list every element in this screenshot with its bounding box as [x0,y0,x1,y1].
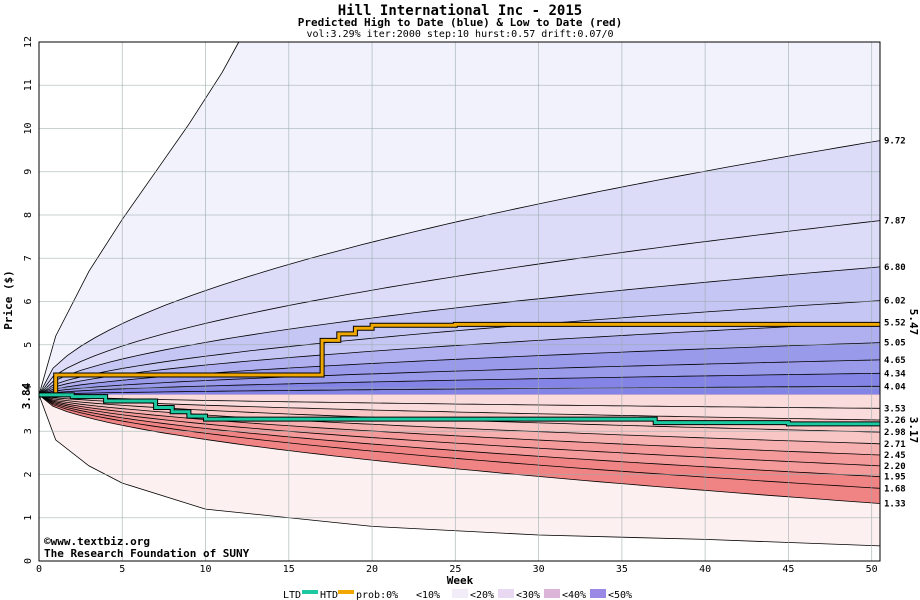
quantile-line-16 [38,394,881,489]
legend-bin-0-label: <10% [416,590,440,600]
y-tick-label: 5 [23,342,34,348]
start-price-label: 3.84 [20,382,33,409]
y-tick-label: 12 [23,36,34,48]
outer-high-line [38,41,240,396]
end-value-label: 1.68 [884,484,906,494]
x-tick-label: 35 [616,564,628,575]
htd-end-label: 5.47 [907,309,920,336]
y-tick-label: 1 [23,515,34,521]
y-tick-label: 3 [23,428,34,434]
y-tick-label: 11 [23,79,34,91]
quantile-line-14 [38,394,881,467]
quantile-line-17 [38,394,881,504]
end-value-label: 5.52 [884,318,906,328]
end-value-label: 2.45 [884,451,906,461]
end-value-label: 4.65 [884,356,906,366]
legend-htd-swatch [338,590,354,594]
y-tick-label: 7 [23,255,34,261]
x-axis-title: Week [447,574,474,587]
chart-params: vol:3.29% iter:2000 step:10 hurst:0.57 d… [306,29,613,40]
y-tick-label: 10 [23,122,34,134]
end-value-label: 6.80 [884,263,906,273]
x-tick-label: 40 [699,564,711,575]
quantile-line-7 [38,372,881,396]
legend-bin-4-swatch [590,589,606,598]
quantile-line-9 [38,394,881,409]
legend-bin-0-swatch [398,589,414,598]
quantile-line-1 [38,220,881,396]
copyright-org: The Research Foundation of SUNY [44,547,250,560]
quantile-line-4 [38,321,881,396]
quantile-line-3 [38,300,881,396]
x-tick-label: 50 [866,564,878,575]
end-value-label: 2.20 [884,462,906,472]
plot-frame [38,41,881,562]
legend-bin-3-swatch [544,589,560,598]
end-value-label: 2.71 [884,440,906,450]
x-tick-label: 0 [36,564,42,575]
legend: LTD HTD prob:0% <10% <20% <30% <40% <50% [283,589,632,600]
chart-title: Hill International Inc - 2015 [338,3,582,19]
end-value-label: 4.04 [884,382,906,392]
y-tick-label: 0 [23,558,34,564]
high-band-8 [39,386,880,395]
y-tick-label: 8 [23,212,34,218]
y-tick-label: 2 [23,471,34,477]
end-value-label: 7.87 [884,217,906,227]
ltd-line [39,393,880,426]
quantile-line-2 [38,266,881,396]
quantile-line-13 [38,394,881,456]
x-tick-label: 5 [119,564,125,575]
x-tick-label: 25 [449,564,461,575]
end-value-label: 2.98 [884,428,906,438]
legend-bin-2-label: <30% [516,590,540,600]
ltd-end-label: 3.17 [907,417,920,444]
y-tick-label: 4 [23,385,34,391]
legend-prob-label: prob:0% [356,590,398,600]
x-tick-label: 45 [782,564,794,575]
copyright-website: ©www.textbiz.org [44,535,150,548]
end-value-label: 6.02 [884,297,906,307]
legend-bin-3-label: <40% [562,590,586,600]
legend-bin-4-label: <50% [608,590,632,600]
legend-bin-1-swatch [452,589,468,598]
legend-ltd-label: LTD [283,590,301,600]
x-tick-label: 15 [283,564,295,575]
x-tick-label: 20 [366,564,378,575]
chart-subtitle: Predicted High to Date (blue) & Low to D… [298,16,623,29]
end-value-label: 9.72 [884,137,906,147]
x-tick-label: 30 [533,564,545,575]
end-value-label: 1.33 [884,499,906,509]
quantile-line-8 [38,385,880,396]
plot-area: 0 5 10 15 20 25 30 35 40 45 5001234567891011129.72… [23,36,906,575]
quantile-line-10 [38,394,881,421]
legend-bin-2-swatch [498,589,514,598]
end-value-label: 1.95 [884,473,906,483]
y-tick-label: 6 [23,298,34,304]
legend-bin-1-label: <20% [470,590,494,600]
end-value-label: 4.34 [884,369,906,379]
end-value-label: 3.53 [884,404,906,414]
low-band-0 [39,394,880,409]
x-tick-label: 10 [200,564,212,575]
y-tick-label: 9 [23,169,34,175]
htd-line [39,322,880,397]
quantile-line-15 [38,394,881,478]
legend-ltd-swatch [302,590,318,594]
end-value-label: 3.26 [884,416,906,426]
quantile-line-6 [38,359,881,396]
legend-htd-label: HTD [320,590,338,600]
quantile-line-0 [38,140,881,396]
end-value-label: 5.05 [884,339,906,349]
y-axis-title: Price ($) [2,270,15,330]
